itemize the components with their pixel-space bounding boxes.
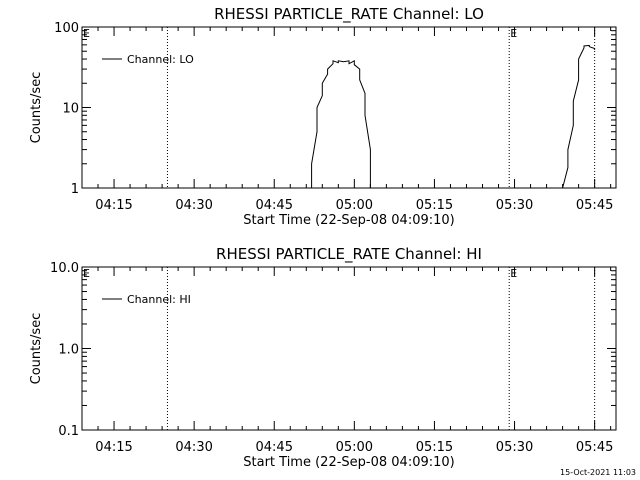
y-tick-label: 1: [71, 182, 79, 197]
y-tick-label: 100: [54, 21, 79, 36]
chart-title: RHESSI PARTICLE_RATE Channel: HI: [216, 245, 482, 264]
x-tick-label: 05:00: [336, 198, 373, 213]
legend-label: Channel: LO: [127, 53, 194, 66]
x-axis-title: Start Time (22-Sep-08 04:09:10): [243, 455, 454, 470]
x-tick-label: 05:15: [416, 440, 453, 455]
x-tick-label: 05:30: [496, 198, 533, 213]
x-tick-label: 05:15: [416, 198, 453, 213]
y-axis-title: Counts/sec: [29, 72, 44, 144]
x-tick-label: 04:30: [175, 440, 212, 455]
y-axis-title: Counts/sec: [29, 313, 44, 385]
footer-timestamp: 15-Oct-2021 11:03: [560, 468, 636, 477]
y-tick-label: 10.0: [50, 261, 79, 276]
y-tick-label: 1.0: [58, 343, 79, 358]
x-tick-label: 04:45: [256, 440, 293, 455]
x-tick-label: 05:30: [496, 440, 533, 455]
y-tick-label: 0.1: [58, 424, 79, 439]
corner-marker-label: E: [83, 27, 90, 40]
x-tick-label: 04:15: [95, 198, 132, 213]
chart-title: RHESSI PARTICLE_RATE Channel: LO: [214, 5, 484, 24]
corner-marker-label: E: [83, 267, 90, 280]
x-tick-label: 05:00: [336, 440, 373, 455]
marker-label: E: [510, 27, 517, 40]
x-tick-label: 05:45: [576, 198, 613, 213]
x-tick-label: 04:30: [175, 198, 212, 213]
y-tick-label: 10: [62, 102, 79, 117]
x-tick-label: 04:15: [95, 440, 132, 455]
chart-panel-lo: RHESSI PARTICLE_RATE Channel: LO 04:15 04:…: [29, 5, 617, 228]
chart-panels: RHESSI PARTICLE_RATE Channel: LO 04:15 04:…: [29, 5, 617, 470]
x-axis-title: Start Time (22-Sep-08 04:09:10): [243, 213, 454, 228]
marker-label: E: [510, 267, 517, 280]
series-line-segment: [311, 59, 371, 188]
x-tick-label: 04:45: [256, 198, 293, 213]
series-line-segment: [562, 44, 596, 189]
chart-panel-hi: RHESSI PARTICLE_RATE Channel: HI 04:15 04:…: [29, 245, 617, 470]
legend-label: Channel: HI: [127, 293, 191, 306]
x-tick-label: 05:45: [576, 440, 613, 455]
